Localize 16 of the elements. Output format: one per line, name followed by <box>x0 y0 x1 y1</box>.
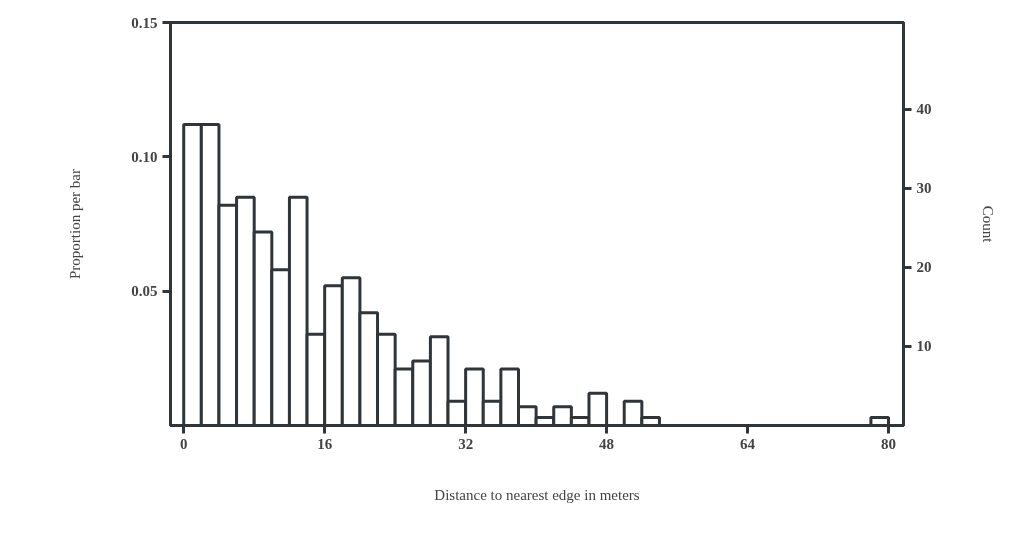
y-axis-title: Proportion per bar <box>67 169 84 279</box>
x-tick-label: 0 <box>179 435 188 452</box>
x-tick-label: 32 <box>458 435 474 452</box>
y-tick-label: 0.10 <box>131 148 158 165</box>
y2-tick-label: 40 <box>916 101 932 118</box>
y-tick-label: 0.05 <box>131 283 158 300</box>
x-axis-title: Distance to nearest edge in meters <box>434 486 640 503</box>
y2-axis-title: Count <box>979 205 996 244</box>
y-tick-label: 0.15 <box>131 14 158 31</box>
x-tick-label: 64 <box>740 435 756 452</box>
x-tick-label: 48 <box>599 435 615 452</box>
y2-tick-label: 20 <box>916 259 932 276</box>
x-tick-label: 80 <box>881 435 897 452</box>
y2-tick-label: 30 <box>916 180 932 197</box>
y2-tick-label: 10 <box>916 338 932 355</box>
x-tick-label: 16 <box>317 435 333 452</box>
